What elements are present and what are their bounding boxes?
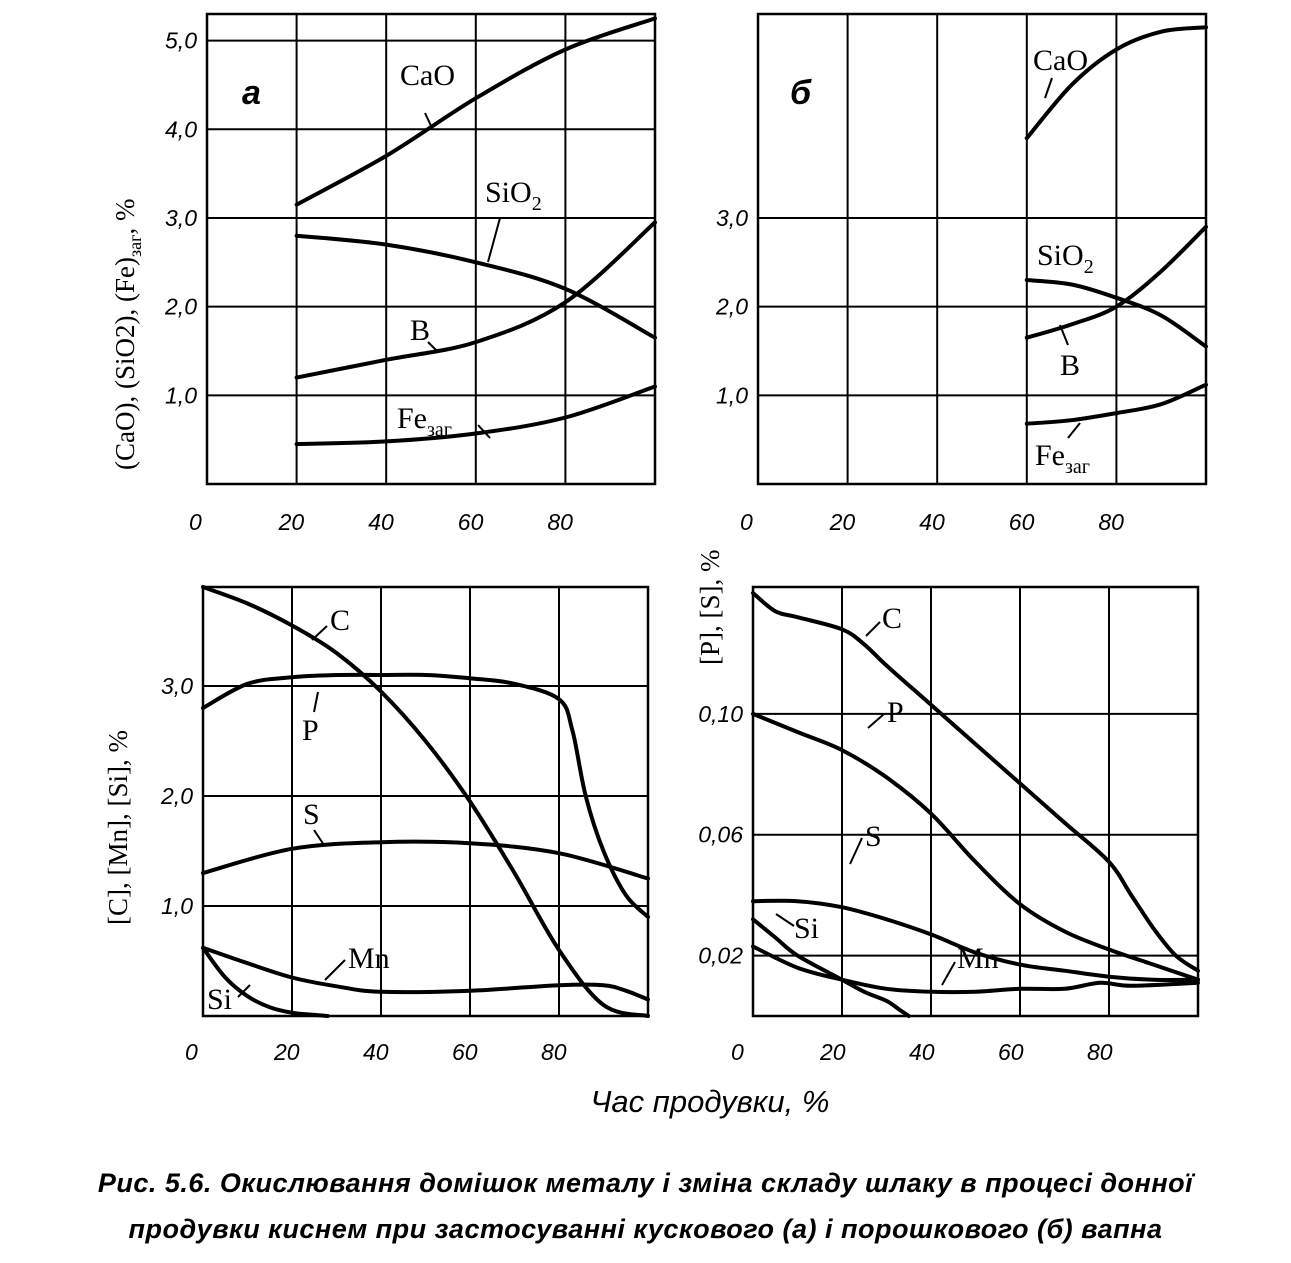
x-axis-label: Час продувки, % <box>591 1084 830 1119</box>
leader-fe-b <box>1067 422 1081 439</box>
series-label-cao-a: CaO <box>400 59 455 92</box>
series-label-fe-b: Feзаг <box>1035 439 1090 478</box>
leader-sio2-a <box>487 217 501 263</box>
series-line-a-top-fe-заг <box>294 384 657 447</box>
series-line-a-top-cao <box>294 16 657 207</box>
plot-frame-a-bottom <box>201 585 650 1018</box>
x-tick-b-bottom-0: 0 <box>731 1039 744 1065</box>
series-line-a-top-sio2 <box>294 233 657 340</box>
caption-line-2: продувки киснем при застосуванні кусково… <box>128 1214 1163 1244</box>
panel-label-a: а <box>242 74 261 112</box>
x-tick-b-bottom-4: 80 <box>1087 1039 1113 1065</box>
series-line-b-top-cao <box>1024 25 1208 141</box>
series-label-s-a: S <box>303 798 320 831</box>
y-tick-a-top-4: 5,0 <box>165 28 197 54</box>
x-tick-a-top-2: 40 <box>368 509 394 535</box>
series-line-b-bottom-s <box>751 898 1200 982</box>
y-axis-label-bottom-left: [C], [Mn], [Si], % <box>103 730 133 925</box>
series-label-sio2-b: SiO2 <box>1037 239 1094 278</box>
y-tick-b-bottom-1: 0,06 <box>698 822 743 848</box>
y-tick-b-bottom-2: 0,10 <box>698 701 743 727</box>
y-tick-b-top-1: 2,0 <box>715 294 748 320</box>
series-label-cao-b: CaO <box>1033 44 1088 77</box>
series-label-mn-a: Mn <box>348 942 390 975</box>
leader-mn-b <box>941 961 956 986</box>
series-label-s-b: S <box>865 820 882 853</box>
y-tick-b-bottom-0: 0,02 <box>698 943 743 969</box>
leader-mn-a <box>324 959 346 981</box>
series-label-b-b: B <box>1060 349 1080 382</box>
panel-label-b: б <box>790 74 812 112</box>
y-tick-a-bottom-1: 2,0 <box>160 783 193 809</box>
series-line-b-top-fe-заг <box>1024 382 1208 426</box>
series-label-p-a: P <box>302 714 319 747</box>
y-tick-a-top-0: 1,0 <box>165 382 197 408</box>
leader-p-a <box>313 691 319 713</box>
series-line-a-bottom-p <box>201 672 650 919</box>
leader-p-b <box>867 713 885 729</box>
panel-a-top: а (CaO), (SiO2), (Fe)заг, % CaO SiO2 B F… <box>110 12 657 535</box>
x-tick-b-top-1: 20 <box>829 509 856 535</box>
series-line-b-top-sio2 <box>1024 278 1208 349</box>
caption-line-1: Рис. 5.6. Окислювання домішок металу і з… <box>97 1168 1194 1198</box>
x-tick-a-bottom-3: 60 <box>452 1039 478 1065</box>
x-tick-a-top-1: 20 <box>278 509 305 535</box>
x-tick-a-bottom-2: 40 <box>363 1039 389 1065</box>
series-label-si-b: Si <box>794 912 819 945</box>
series-line-a-bottom-si <box>201 945 330 1018</box>
x-tick-b-top-0: 0 <box>740 509 753 535</box>
series-line-a-bottom-c <box>201 585 650 1018</box>
y-axis-label-top-left: (CaO), (SiO2), (Fe)заг, % <box>110 199 145 470</box>
y-tick-a-top-1: 2,0 <box>164 294 197 320</box>
y-axis-label-bottom-right: [P], [S], % <box>695 550 725 666</box>
series-label-sio2-a: SiO2 <box>485 176 542 215</box>
y-tick-b-top-2: 3,0 <box>716 205 748 231</box>
x-tick-a-bottom-0: 0 <box>185 1039 198 1065</box>
leader-cao-b <box>1044 77 1053 99</box>
y-tick-a-bottom-0: 1,0 <box>161 893 193 919</box>
y-tick-a-top-2: 3,0 <box>165 205 197 231</box>
x-tick-b-top-3: 60 <box>1009 509 1035 535</box>
panel-a-bottom: [C], [Mn], [Si], % C P S Mn Si 0 20 40 60 80… <box>103 585 650 1065</box>
series-line-b-bottom-mn <box>751 944 1200 995</box>
x-tick-a-top-3: 60 <box>458 509 484 535</box>
panel-b-bottom: [P], [S], % C P S Mn Si 0 20 40 60 800,020,0… <box>695 550 1200 1065</box>
series-line-a-bottom-mn <box>201 945 650 1002</box>
series-line-b-top-b <box>1024 224 1208 340</box>
x-tick-a-bottom-1: 20 <box>273 1039 300 1065</box>
plot-frame-a-top <box>205 12 657 486</box>
series-line-a-bottom-s <box>201 839 650 881</box>
plot-frame-b-top <box>756 12 1208 486</box>
leader-s-a <box>313 829 325 846</box>
x-tick-a-top-4: 80 <box>547 509 573 535</box>
plot-frame-b-bottom <box>751 585 1200 1018</box>
y-tick-a-bottom-2: 3,0 <box>161 673 193 699</box>
series-label-b-a: B <box>410 314 430 347</box>
series-label-c-b: C <box>882 602 902 635</box>
leader-si-a <box>237 984 251 998</box>
leader-si-b <box>775 913 795 927</box>
series-line-b-bottom-si <box>751 917 911 1018</box>
x-tick-b-bottom-3: 60 <box>998 1039 1024 1065</box>
x-tick-a-top-0: 0 <box>189 509 202 535</box>
x-tick-b-bottom-1: 20 <box>819 1039 846 1065</box>
y-tick-a-top-3: 4,0 <box>165 116 197 142</box>
panel-b-top: б CaO SiO2 B Feзаг 0 20 40 60 80 1,0 2,0 3,0 <box>715 12 1208 535</box>
series-label-si-a: Si <box>207 983 232 1016</box>
series-line-b-bottom-c <box>751 591 1200 973</box>
x-tick-a-bottom-4: 80 <box>541 1039 567 1065</box>
x-tick-b-top-4: 80 <box>1098 509 1124 535</box>
x-tick-b-top-2: 40 <box>919 509 945 535</box>
x-tick-b-bottom-2: 40 <box>909 1039 935 1065</box>
series-line-a-top-b <box>294 220 657 380</box>
series-line-b-bottom-p <box>751 711 1200 982</box>
series-label-p-b: P <box>887 696 904 729</box>
series-label-c-a: C <box>330 604 350 637</box>
leader-s-b <box>849 837 863 865</box>
y-tick-b-top-0: 1,0 <box>716 382 748 408</box>
leader-c-b <box>865 621 881 637</box>
